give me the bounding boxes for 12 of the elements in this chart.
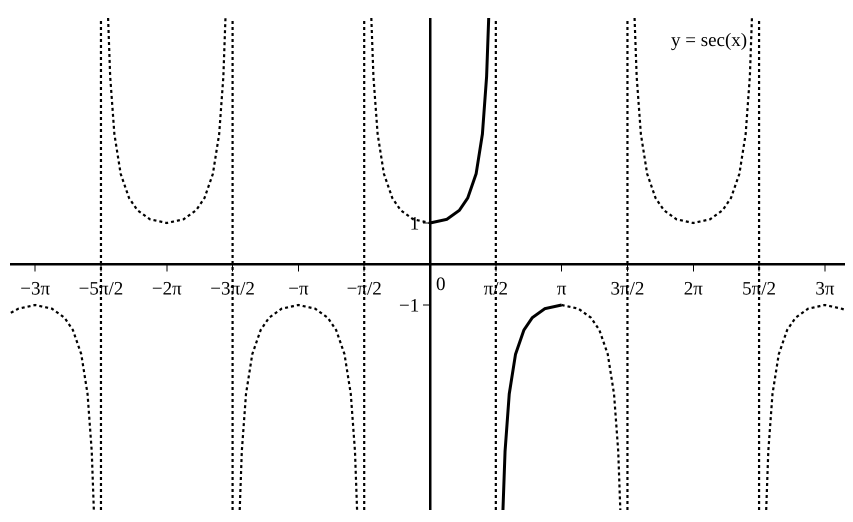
x-tick-label: −π	[288, 278, 309, 300]
x-tick-label: 3π	[815, 278, 835, 300]
x-tick-label: π	[556, 278, 567, 300]
x-tick-label: −3π	[20, 278, 50, 300]
x-tick-label: π/2	[484, 278, 508, 300]
x-tick-label: −2π	[152, 278, 182, 300]
x-tick-label: −5π/2	[78, 278, 124, 300]
x-tick-label: −3π/2	[210, 278, 255, 300]
y-tick-label: −1	[398, 296, 420, 317]
x-tick-label: 2π	[684, 278, 704, 300]
annotation: y = sec(x)	[671, 30, 748, 51]
x-tick-label: 0	[436, 274, 446, 295]
